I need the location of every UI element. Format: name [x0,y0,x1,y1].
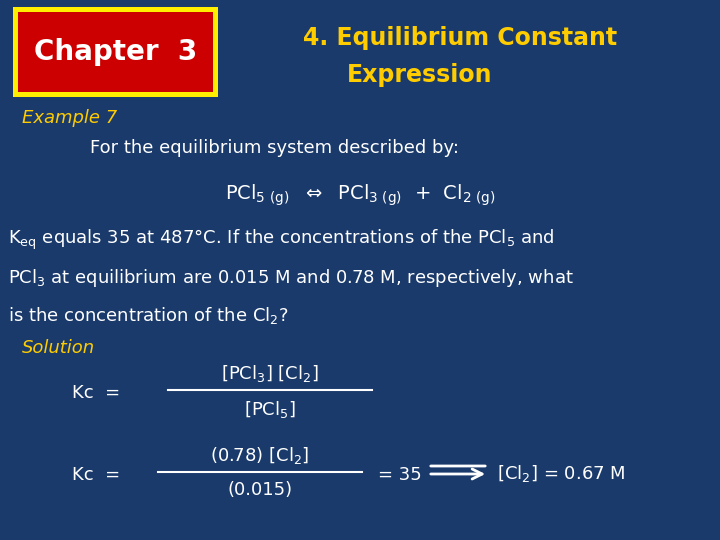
Text: Solution: Solution [22,339,95,357]
Text: Expression: Expression [347,63,492,87]
Text: (0.78) [Cl$_2$]: (0.78) [Cl$_2$] [210,444,310,465]
Text: PCl$_3$ at equilibrium are 0.015 M and 0.78 M, respectively, what: PCl$_3$ at equilibrium are 0.015 M and 0… [8,267,574,289]
Text: 4. Equilibrium Constant: 4. Equilibrium Constant [303,26,617,50]
Text: Kc  =: Kc = [72,466,120,484]
Text: K$_\mathregular{eq}$ equals 35 at 487°C. If the concentrations of the PCl$_5$ an: K$_\mathregular{eq}$ equals 35 at 487°C.… [8,228,554,252]
FancyBboxPatch shape [18,12,213,92]
Text: Example 7: Example 7 [22,109,117,127]
FancyBboxPatch shape [13,7,218,97]
Text: is the concentration of the Cl$_2$?: is the concentration of the Cl$_2$? [8,306,289,327]
Text: For the equilibrium system described by:: For the equilibrium system described by: [90,139,459,157]
Text: Chapter  3: Chapter 3 [34,38,197,66]
Text: PCl$_{5\ \mathregular{(g)}}$  $\Leftrightarrow$  PCl$_{3\ \mathregular{(g)}}$  +: PCl$_{5\ \mathregular{(g)}}$ $\Leftright… [225,183,495,208]
Text: [PCl$_5$]: [PCl$_5$] [244,400,296,421]
Text: [PCl$_3$] [Cl$_2$]: [PCl$_3$] [Cl$_2$] [221,362,319,383]
Text: [Cl$_2$] = 0.67 M: [Cl$_2$] = 0.67 M [497,463,626,484]
Text: = 35: = 35 [378,466,422,484]
Text: Kc  =: Kc = [72,384,120,402]
Text: (0.015): (0.015) [228,481,292,499]
